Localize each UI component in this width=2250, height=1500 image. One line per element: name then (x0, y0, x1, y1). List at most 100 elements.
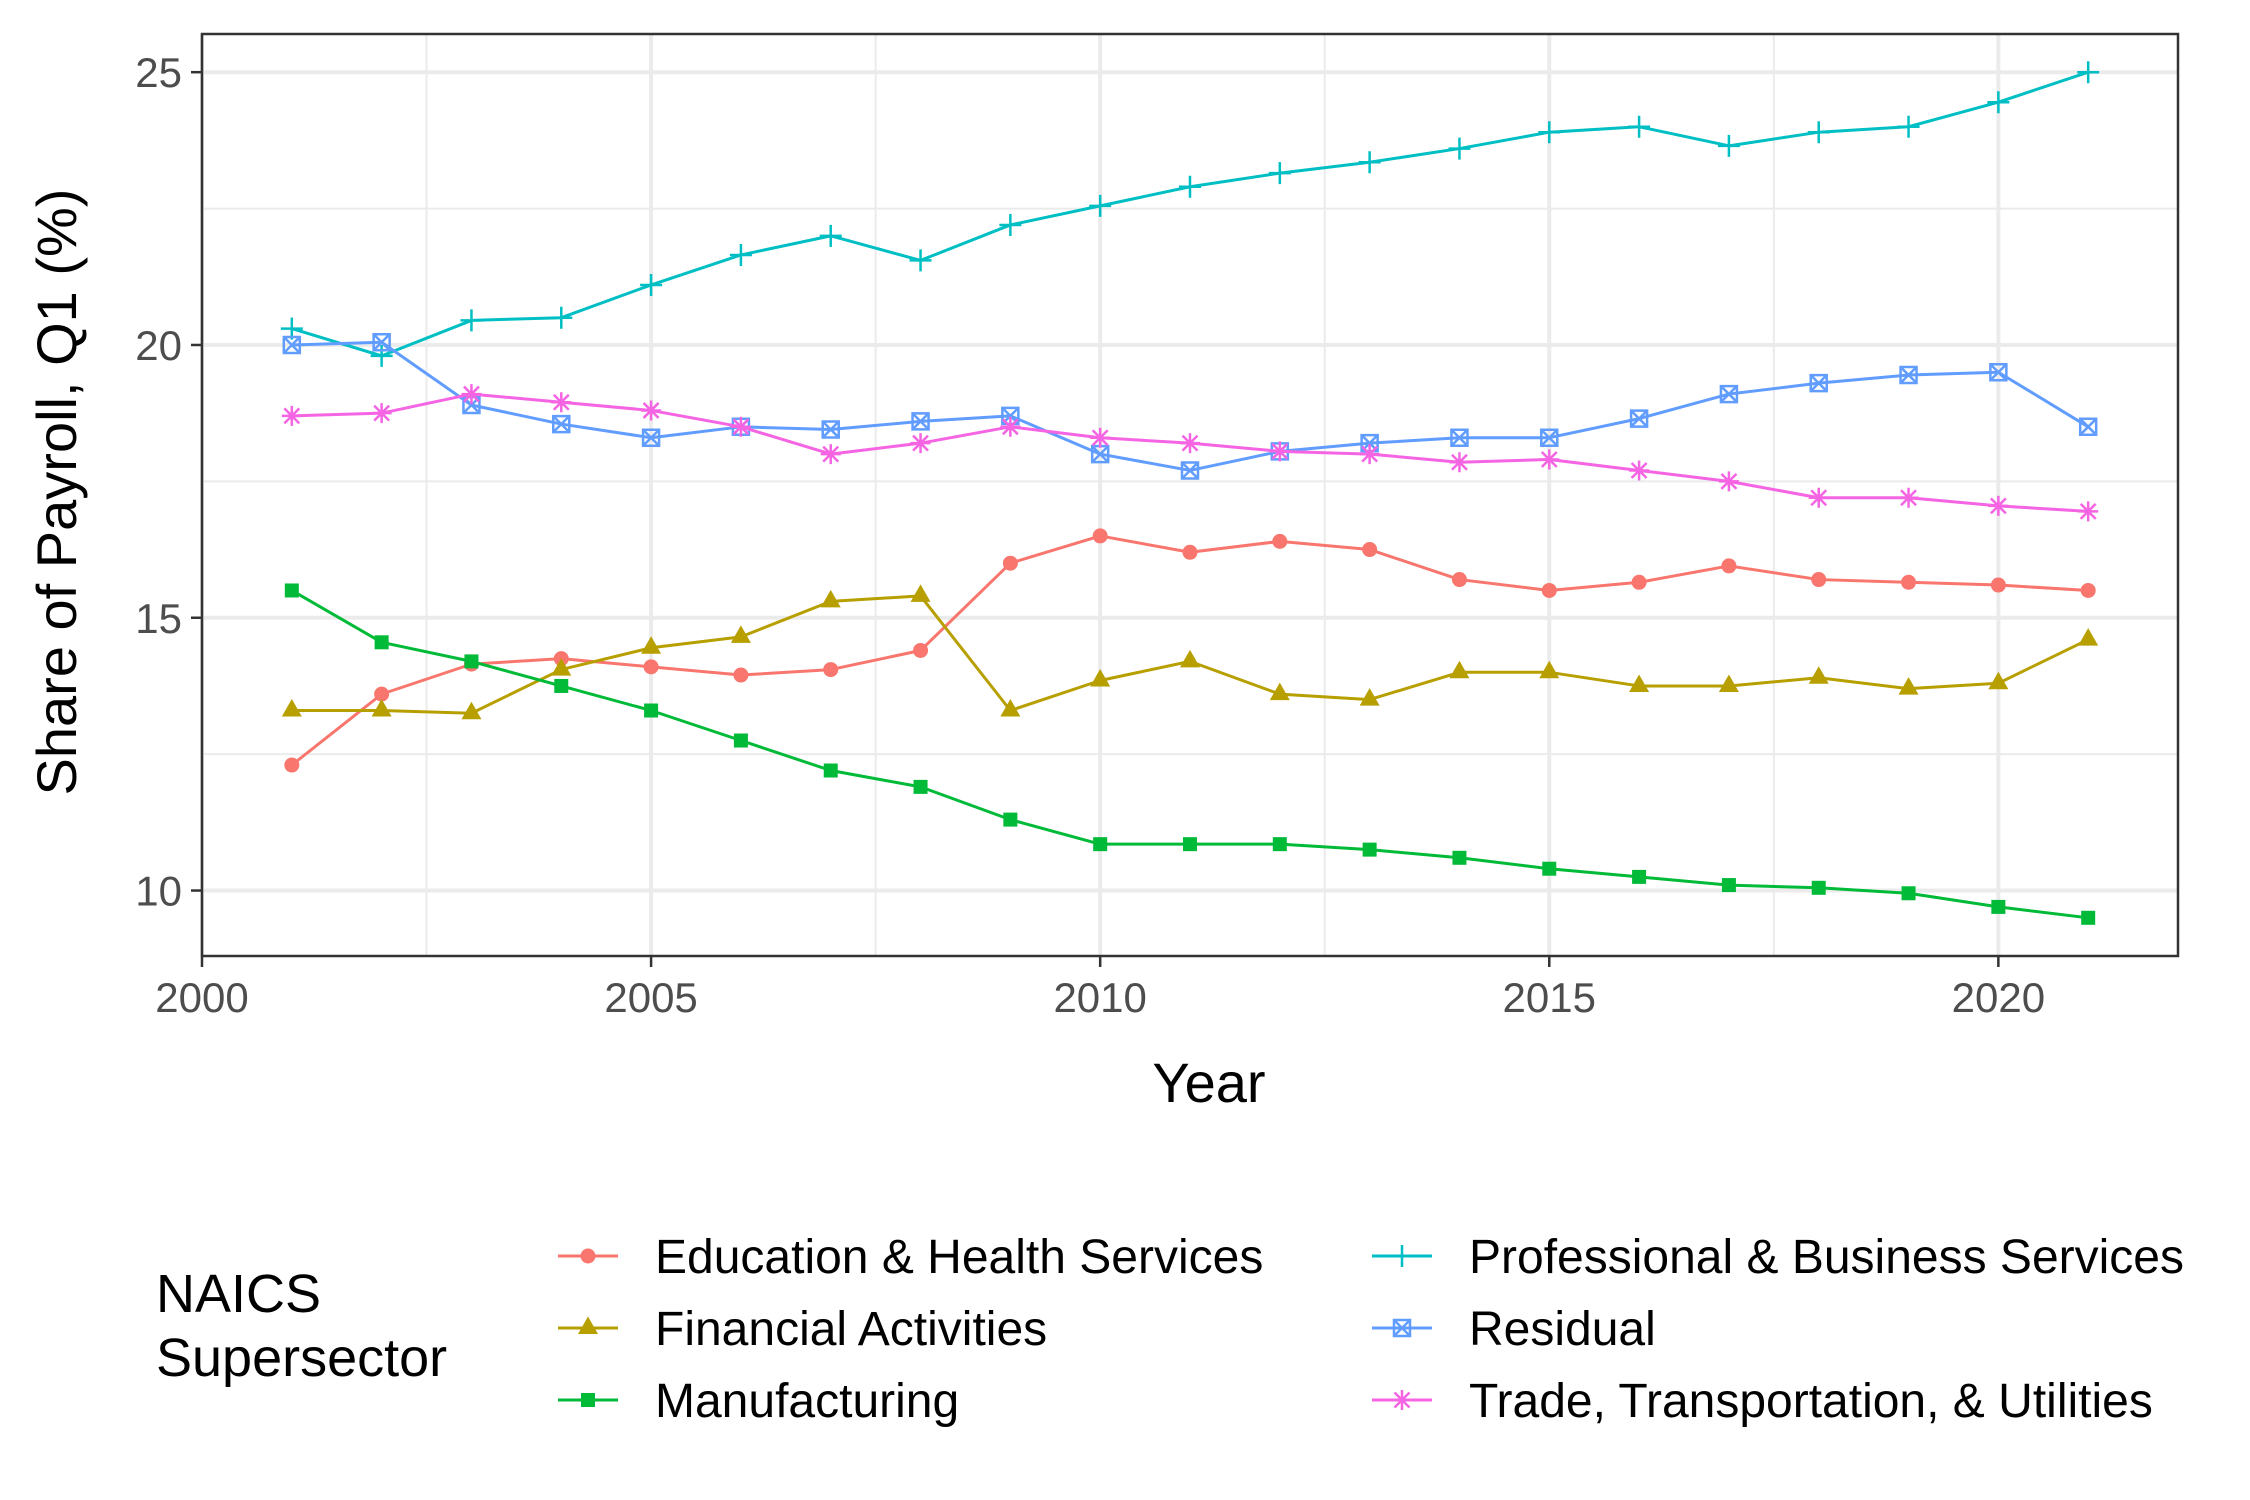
data-point (1809, 373, 1828, 393)
data-point (910, 433, 931, 454)
data-point (1628, 115, 1651, 138)
data-point (913, 642, 929, 658)
data-point (1179, 175, 1201, 198)
data-point (461, 701, 482, 720)
data-point (2078, 501, 2099, 522)
data-point (1629, 460, 1650, 481)
legend-label: Financial Activities (655, 1303, 1047, 1356)
data-point (1272, 533, 1288, 549)
data-point (578, 1316, 598, 1334)
y-tick-label: 15 (135, 595, 182, 642)
legend-key (558, 1393, 618, 1407)
legend-key (558, 1316, 618, 1334)
data-point (1538, 121, 1561, 144)
x-tick-label: 2010 (1053, 974, 1146, 1021)
data-point (1358, 151, 1381, 174)
data-point (1718, 471, 1739, 492)
data-point (281, 405, 302, 426)
data-point (551, 392, 572, 413)
data-point (461, 384, 482, 405)
data-point (550, 306, 573, 329)
data-point (1093, 837, 1108, 852)
data-point (1392, 1318, 1412, 1338)
legend-key (1372, 1245, 1432, 1267)
data-point (1988, 671, 2009, 690)
data-point (1541, 582, 1557, 598)
data-point (1990, 577, 2006, 593)
data-point (643, 659, 659, 675)
data-point (551, 658, 572, 676)
data-point (820, 444, 841, 465)
data-point (2078, 417, 2098, 437)
data-point (2081, 910, 2096, 925)
data-point (1807, 121, 1830, 144)
data-point (1183, 837, 1197, 852)
x-tick-label: 2015 (1503, 974, 1596, 1021)
data-point (733, 667, 749, 683)
data-point (1721, 558, 1737, 574)
data-point (370, 344, 393, 367)
data-point (1003, 812, 1018, 827)
data-point (1180, 461, 1200, 480)
data-point (823, 662, 839, 678)
data-point (1717, 134, 1740, 157)
data-point (911, 412, 930, 431)
data-point (641, 428, 661, 447)
data-point (1718, 674, 1739, 692)
data-point (1987, 91, 2010, 114)
data-point (1090, 427, 1111, 448)
legend-label: Education & Health Services (655, 1231, 1263, 1284)
series-manufacturing (284, 583, 2096, 925)
y-tick-label: 20 (135, 322, 182, 369)
series-professional-business-services (280, 61, 2100, 367)
data-point (580, 1248, 596, 1264)
data-point (1897, 115, 1920, 138)
data-point (1539, 660, 1560, 679)
data-point (1362, 542, 1378, 558)
data-point (1449, 660, 1470, 679)
data-point (1721, 878, 1736, 893)
legend-label: Manufacturing (655, 1375, 959, 1428)
y-tick-label: 25 (135, 49, 182, 96)
data-point (1811, 880, 1826, 895)
x-tick-label: 2000 (155, 974, 248, 1021)
plot-panel (200, 34, 2178, 956)
data-point (999, 213, 1022, 236)
data-point (1989, 362, 2008, 382)
data-point (1629, 409, 1649, 428)
data-point (1268, 162, 1291, 185)
data-point (1629, 674, 1650, 692)
series-financial-activities (281, 584, 2099, 720)
data-point (1452, 850, 1467, 865)
data-point (281, 698, 302, 717)
data-point (581, 1393, 595, 1407)
data-point (371, 403, 392, 424)
data-point (821, 420, 840, 439)
data-point (1719, 384, 1739, 404)
data-point (374, 635, 389, 650)
data-point (729, 243, 752, 266)
y-tick-label: 10 (135, 868, 182, 915)
data-point (1540, 428, 1559, 447)
data-point (1090, 444, 1110, 464)
x-tick-label: 2020 (1952, 974, 2045, 1021)
legend-title: NAICS Supersector (156, 1264, 447, 1388)
data-point (1808, 487, 1829, 508)
data-point (820, 589, 841, 608)
data-point (1359, 688, 1380, 706)
data-point (1000, 416, 1021, 437)
data-point (1898, 677, 1919, 695)
data-point (1359, 444, 1380, 465)
data-point (1391, 1245, 1413, 1267)
series-trade-transportation-utilities (281, 384, 2099, 522)
data-point (1988, 495, 2009, 516)
legend-label: Trade, Transportation, & Utilities (1469, 1375, 2153, 1428)
data-point (1631, 574, 1647, 590)
data-point (2077, 61, 2100, 84)
data-point (1090, 668, 1111, 687)
data-point (1362, 842, 1377, 857)
data-point (1811, 572, 1827, 588)
legend-label: Professional & Business Services (1469, 1231, 2184, 1284)
